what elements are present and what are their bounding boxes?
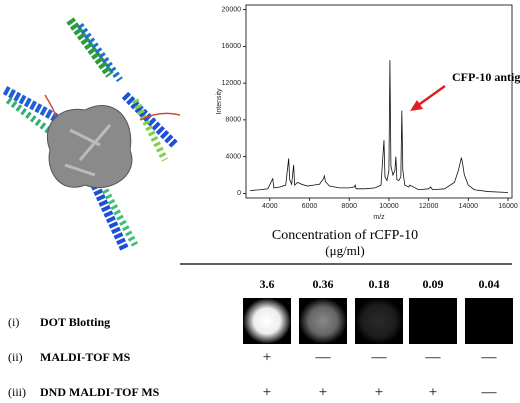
helix <box>131 98 169 162</box>
result-cell: + <box>319 384 327 400</box>
table-header: Concentration of rCFP-10 <box>272 228 418 243</box>
result-cell: — <box>315 349 332 365</box>
texture <box>64 124 112 177</box>
y-tick-label: 20000 <box>222 6 242 13</box>
y-tick-label: 8000 <box>225 117 241 124</box>
x-tick-label: 10000 <box>379 203 399 210</box>
row-index: (ii) <box>8 350 23 364</box>
result-table: Concentration of rCFP-10(μg/ml) 3.6 0.36 0.… <box>8 228 513 400</box>
concentration: 0.36 <box>313 277 334 291</box>
row-label: DOT Blotting <box>40 315 110 329</box>
helix <box>77 22 123 83</box>
y-tick-label: 16000 <box>222 43 242 50</box>
result-cell: — <box>425 349 442 365</box>
spectrum-line <box>249 60 509 193</box>
result-cell: + <box>375 384 383 400</box>
plot-frame <box>245 4 513 199</box>
protein-illustration <box>2 17 181 252</box>
result-cell: — <box>371 349 388 365</box>
x-tick-label: 16000 <box>498 203 518 210</box>
result-cell: — <box>481 384 498 400</box>
helix <box>66 17 114 78</box>
concentration: 3.6 <box>260 277 275 291</box>
arrow-shaft <box>416 84 446 108</box>
table-header: (μg/ml) <box>325 243 364 258</box>
concentration: 0.09 <box>423 277 444 291</box>
helix <box>2 86 63 124</box>
row-index: (iii) <box>8 385 26 399</box>
x-axis-label: m/z <box>373 214 385 221</box>
dot-blot <box>299 298 347 344</box>
x-tick-label: 4000 <box>262 203 278 210</box>
concentration: 0.04 <box>479 277 500 291</box>
helix <box>101 188 139 247</box>
dot-blot <box>355 298 403 344</box>
annotation: CFP-10 antigen <box>452 70 520 84</box>
dot-blot <box>465 298 513 344</box>
y-axis-label: Intensity <box>216 88 223 115</box>
spectrum-chart: 4000 6000 8000 10000 12000 14000 16000 0 4000 800… <box>216 4 520 221</box>
x-tick-label: 14000 <box>459 203 479 210</box>
arrow-head <box>410 100 423 111</box>
row-label: MALDI-TOF MS <box>40 350 131 364</box>
x-tick-label: 6000 <box>302 203 318 210</box>
result-cell: + <box>429 384 437 400</box>
x-tick-label: 12000 <box>419 203 439 210</box>
concentration: 0.18 <box>369 277 390 291</box>
y-tick-label: 12000 <box>222 80 242 87</box>
dot-blot <box>243 298 291 344</box>
result-cell: + <box>263 384 271 400</box>
row-label: DND MALDI-TOF MS <box>40 385 160 399</box>
y-tick-label: 0 <box>237 190 241 197</box>
result-cell: — <box>481 349 498 365</box>
row-index: (i) <box>8 315 19 329</box>
x-tick-label: 8000 <box>341 203 357 210</box>
dot-blot <box>409 298 457 344</box>
y-tick-label: 4000 <box>225 153 241 160</box>
result-cell: + <box>263 349 271 365</box>
